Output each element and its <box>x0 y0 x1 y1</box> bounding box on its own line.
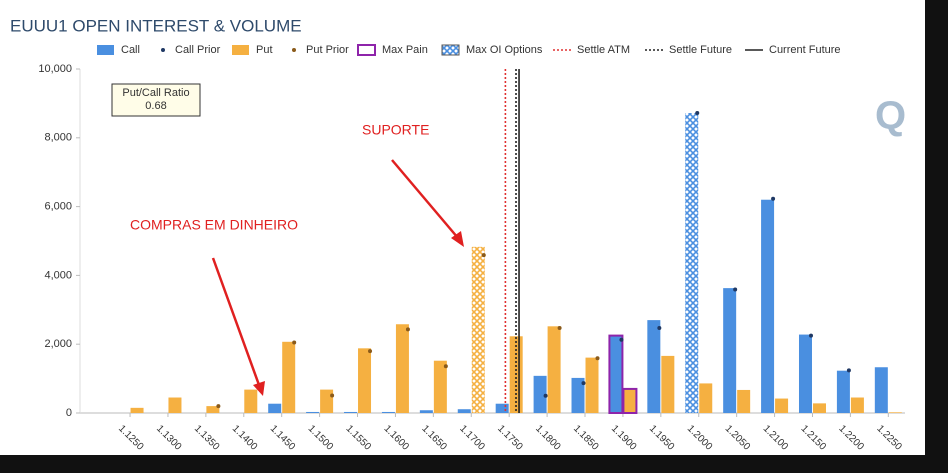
bar <box>888 412 902 413</box>
border <box>925 0 948 468</box>
bar <box>836 370 850 413</box>
bar <box>282 341 296 413</box>
prior-dot <box>368 349 373 354</box>
bar <box>306 411 320 413</box>
bar <box>661 355 675 413</box>
prior-dot <box>595 356 600 361</box>
bar <box>685 113 699 414</box>
bar <box>358 348 372 413</box>
y-tick-label: 10,000 <box>38 63 72 75</box>
bar <box>168 397 182 413</box>
bar <box>395 324 409 413</box>
legend-label: Settle ATM <box>577 44 630 56</box>
bar <box>723 288 737 413</box>
border <box>0 455 948 468</box>
bar <box>571 377 585 413</box>
y-tick-label: 8,000 <box>44 132 72 144</box>
bar <box>206 406 220 413</box>
bar <box>471 246 485 413</box>
bar <box>850 397 864 413</box>
logo: Q <box>875 94 906 138</box>
chart-title: EUUU1 OPEN INTEREST & VOLUME <box>10 16 302 35</box>
legend-label: Settle Future <box>669 44 732 56</box>
bar <box>547 326 561 413</box>
legend-swatch <box>357 44 376 56</box>
annotation: COMPRAS EM DINHEIRO <box>130 217 298 233</box>
arrow <box>391 159 459 239</box>
prior-dot <box>695 111 700 116</box>
bar <box>812 403 826 413</box>
bar <box>699 383 713 413</box>
prior-dot <box>481 253 486 258</box>
arrow <box>211 257 261 386</box>
legend-label: Current Future <box>769 44 841 56</box>
bar <box>775 398 789 413</box>
legend-label: Max OI Options <box>466 44 543 56</box>
bar <box>647 320 661 413</box>
legend-dot <box>292 48 296 52</box>
arrow-head <box>253 381 265 396</box>
prior-dot <box>771 196 776 201</box>
prior-dot <box>581 381 586 386</box>
prior-dot <box>443 364 448 369</box>
bar <box>130 407 144 413</box>
prior-dot <box>292 340 297 345</box>
bar <box>457 409 471 413</box>
y-tick-label: 0 <box>66 407 72 419</box>
ratio-label: Put/Call Ratio <box>122 87 189 99</box>
bar <box>798 334 812 413</box>
ratio-box <box>111 83 201 117</box>
bar <box>419 410 433 413</box>
legend-swatch <box>97 45 114 55</box>
prior-dot <box>216 404 221 409</box>
y-tick-label: 2,000 <box>44 338 72 350</box>
legend-label: Max Pain <box>382 44 428 56</box>
bar <box>737 389 751 413</box>
arrow-head <box>451 231 464 247</box>
bar <box>874 367 888 413</box>
bar <box>622 387 638 415</box>
annotation: SUPORTE <box>362 122 429 138</box>
y-tick-label: 6,000 <box>44 201 72 213</box>
legend-swatch <box>232 45 249 55</box>
prior-dot <box>733 287 738 292</box>
bar <box>608 334 624 415</box>
legend-label: Call Prior <box>175 44 221 56</box>
bar <box>344 411 358 413</box>
bar <box>495 403 509 413</box>
y-tick-label: 4,000 <box>44 269 72 281</box>
legend-dot <box>161 48 165 52</box>
legend-swatch <box>441 44 460 56</box>
bar <box>244 389 258 413</box>
prior-dot <box>619 337 624 342</box>
prior-dot <box>405 327 410 332</box>
prior-dot <box>543 393 548 398</box>
legend-label: Call <box>121 44 140 56</box>
prior-dot <box>808 333 813 338</box>
bar <box>320 389 334 413</box>
legend-label: Put Prior <box>306 44 349 56</box>
bar <box>533 375 547 413</box>
bar <box>585 357 599 413</box>
bar <box>268 403 282 413</box>
bar <box>433 360 447 413</box>
prior-dot <box>846 368 851 373</box>
ratio-value: 0.68 <box>145 100 166 112</box>
prior-dot <box>557 326 562 331</box>
legend-label: Put <box>256 44 273 56</box>
prior-dot <box>657 326 662 331</box>
bar <box>381 411 395 413</box>
bar <box>761 199 775 413</box>
prior-dot <box>330 393 335 398</box>
